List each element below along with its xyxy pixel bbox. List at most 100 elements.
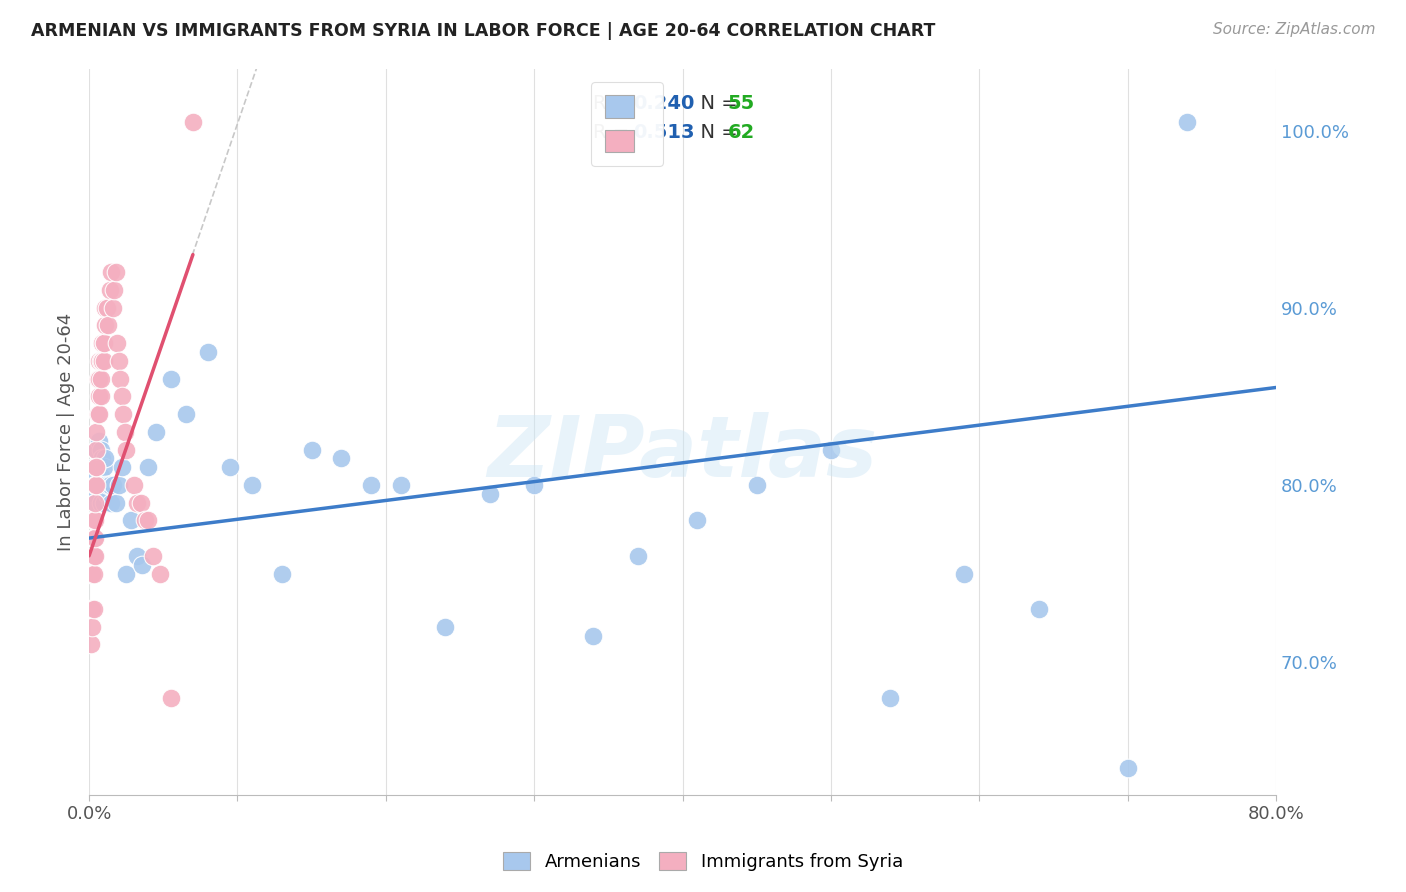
Point: [94, 318, 117, 333]
Point: [110, 371, 132, 385]
Point: [98, 478, 121, 492]
Point: [820, 442, 842, 457]
Point: [181, 114, 204, 128]
Legend: , : ,: [592, 82, 664, 166]
Point: [86, 478, 108, 492]
Point: [84, 549, 107, 563]
Point: [101, 478, 124, 492]
Point: [86, 469, 108, 483]
Point: [114, 425, 136, 439]
Point: [86, 442, 108, 457]
Text: ZIPatlas: ZIPatlas: [488, 412, 877, 495]
Point: [96, 487, 118, 501]
Point: [138, 460, 160, 475]
Point: [80, 566, 103, 581]
Point: [129, 496, 152, 510]
Point: [86, 425, 108, 439]
Point: [115, 566, 138, 581]
Point: [84, 513, 107, 527]
Point: [86, 460, 108, 475]
Point: [89, 371, 111, 385]
Point: [1028, 602, 1050, 616]
Point: [97, 318, 120, 333]
Point: [745, 478, 768, 492]
Point: [219, 460, 242, 475]
Point: [360, 478, 382, 492]
Text: N =: N =: [689, 123, 744, 142]
Point: [93, 336, 115, 351]
Point: [105, 336, 128, 351]
Point: [627, 549, 650, 563]
Point: [434, 620, 457, 634]
Point: [953, 566, 976, 581]
Point: [111, 460, 134, 475]
Point: [84, 478, 107, 492]
Point: [93, 460, 115, 475]
Point: [91, 336, 114, 351]
Point: [149, 566, 172, 581]
Point: [131, 558, 153, 572]
Point: [112, 407, 135, 421]
Text: R =: R =: [593, 123, 636, 142]
Point: [115, 442, 138, 457]
Point: [103, 283, 125, 297]
Point: [100, 265, 122, 279]
Point: [125, 549, 148, 563]
Point: [138, 513, 160, 527]
Point: [84, 487, 107, 501]
Point: [89, 407, 111, 421]
Point: [83, 602, 105, 616]
Point: [174, 407, 197, 421]
Point: [93, 336, 115, 351]
Point: [134, 513, 156, 527]
Point: [686, 513, 709, 527]
Point: [80, 602, 103, 616]
Legend: Armenians, Immigrants from Syria: Armenians, Immigrants from Syria: [496, 845, 910, 879]
Point: [389, 478, 412, 492]
Point: [83, 531, 105, 545]
Point: [100, 496, 122, 510]
Point: [86, 460, 108, 475]
Point: [91, 354, 114, 368]
Point: [271, 566, 294, 581]
Point: [240, 478, 263, 492]
Point: [79, 637, 101, 651]
Point: [90, 354, 112, 368]
Point: [104, 265, 127, 279]
Point: [90, 469, 112, 483]
Point: [90, 371, 112, 385]
Point: [91, 451, 114, 466]
Point: [80, 478, 103, 492]
Point: [94, 451, 117, 466]
Point: [159, 690, 181, 705]
Point: [87, 478, 110, 492]
Point: [89, 478, 111, 492]
Point: [83, 566, 105, 581]
Point: [84, 531, 107, 545]
Point: [104, 496, 127, 510]
Point: [84, 496, 107, 510]
Point: [478, 487, 501, 501]
Text: Source: ZipAtlas.com: Source: ZipAtlas.com: [1212, 22, 1375, 37]
Text: 0.240: 0.240: [633, 94, 695, 113]
Point: [159, 371, 181, 385]
Point: [89, 389, 111, 403]
Point: [83, 513, 105, 527]
Point: [90, 389, 112, 403]
Point: [145, 425, 167, 439]
Text: N =: N =: [689, 94, 744, 113]
Point: [90, 442, 112, 457]
Point: [96, 301, 118, 315]
Point: [122, 478, 145, 492]
Point: [197, 345, 219, 359]
Point: [330, 451, 353, 466]
Point: [107, 354, 129, 368]
Point: [582, 629, 605, 643]
Point: [1175, 114, 1198, 128]
Point: [125, 496, 148, 510]
Point: [1116, 762, 1139, 776]
Text: ARMENIAN VS IMMIGRANTS FROM SYRIA IN LABOR FORCE | AGE 20-64 CORRELATION CHART: ARMENIAN VS IMMIGRANTS FROM SYRIA IN LAB…: [31, 22, 935, 40]
Point: [94, 478, 117, 492]
Point: [86, 442, 108, 457]
Point: [87, 407, 110, 421]
